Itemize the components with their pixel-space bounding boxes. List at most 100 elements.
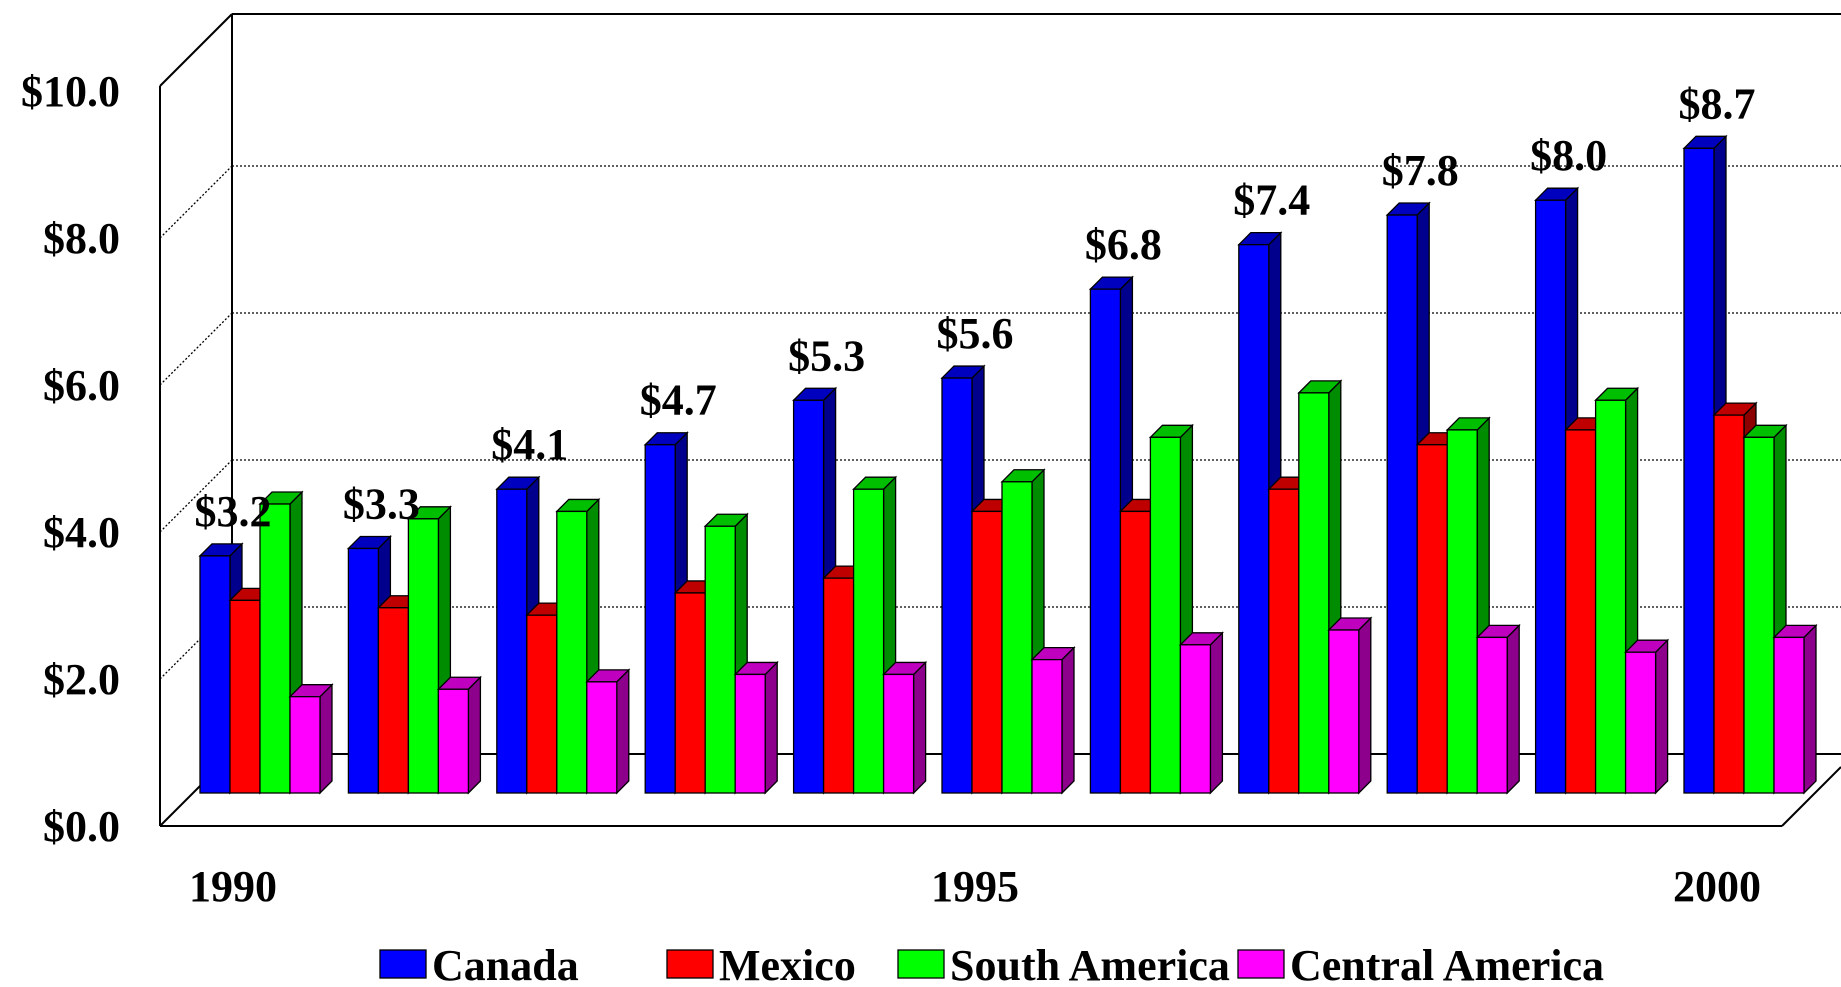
data-labels: $3.2 $3.3 $4.1 $4.7 $5.3 $5.6 $6.8 $7.4 $7.8 $8.0… bbox=[195, 79, 1756, 536]
bar bbox=[1030, 646, 1076, 795]
legend-swatch bbox=[1237, 949, 1285, 979]
data-label: $5.6 bbox=[937, 309, 1014, 358]
legend-item: Canada bbox=[379, 941, 579, 987]
bar-front bbox=[526, 614, 558, 794]
data-label: $8.7 bbox=[1679, 79, 1756, 128]
bar bbox=[733, 660, 779, 795]
y-tick-label: $4.0 bbox=[43, 508, 120, 557]
bar-side bbox=[616, 668, 630, 795]
bar-front bbox=[377, 607, 410, 794]
legend-swatch bbox=[666, 949, 714, 979]
bar bbox=[703, 512, 749, 795]
bar bbox=[1000, 468, 1046, 795]
bar-front bbox=[1713, 414, 1745, 794]
bar-front bbox=[1773, 636, 1805, 794]
bar-side bbox=[1803, 623, 1817, 795]
bar-front bbox=[1446, 429, 1478, 794]
legend-item: Mexico bbox=[666, 941, 856, 987]
bar bbox=[882, 660, 928, 795]
bar-front bbox=[1683, 147, 1715, 794]
legend-item: Central America bbox=[1237, 941, 1604, 987]
bar-front bbox=[1001, 481, 1033, 794]
bar-side bbox=[1209, 631, 1224, 795]
bar-front bbox=[1238, 244, 1270, 794]
bar-front bbox=[941, 377, 973, 794]
bar-front bbox=[437, 688, 470, 794]
bar-front bbox=[1476, 636, 1508, 794]
y-tick-label: $8.0 bbox=[43, 214, 120, 263]
bar-side bbox=[912, 660, 927, 795]
y-tick-label: $10.0 bbox=[21, 67, 120, 116]
data-label: $5.3 bbox=[788, 331, 865, 380]
bar-front bbox=[674, 592, 706, 794]
bar-front bbox=[586, 681, 618, 794]
legend-label: Mexico bbox=[719, 941, 856, 987]
bar-front bbox=[882, 673, 915, 794]
bar-front bbox=[792, 399, 825, 794]
bar-front bbox=[971, 510, 1003, 794]
bar-front bbox=[1089, 288, 1122, 794]
bars bbox=[198, 134, 1818, 795]
y-tick-label: $2.0 bbox=[43, 655, 120, 704]
data-label: $7.8 bbox=[1382, 146, 1459, 195]
bar bbox=[1178, 631, 1224, 795]
data-label: $3.3 bbox=[343, 479, 420, 528]
bar-side bbox=[1654, 638, 1669, 795]
data-label: $4.1 bbox=[491, 420, 568, 469]
data-label: $4.7 bbox=[640, 376, 717, 425]
bar-front bbox=[644, 444, 676, 794]
gridline-side bbox=[159, 165, 233, 239]
bar-front bbox=[1564, 429, 1597, 794]
bar-side bbox=[1506, 623, 1520, 795]
bar-side bbox=[764, 660, 778, 795]
bar-front bbox=[556, 510, 588, 794]
legend-label: Central America bbox=[1290, 941, 1604, 987]
bar-front bbox=[1386, 214, 1418, 794]
bar bbox=[555, 497, 601, 795]
bar bbox=[288, 683, 334, 795]
bar bbox=[406, 505, 452, 795]
bar-front bbox=[229, 599, 261, 794]
data-label: $7.4 bbox=[1233, 176, 1310, 225]
bar bbox=[436, 675, 482, 795]
bar-front bbox=[407, 518, 440, 794]
bar bbox=[1772, 623, 1818, 795]
x-tick-label: 1995 bbox=[931, 862, 1019, 911]
bar-side bbox=[1358, 616, 1372, 795]
legend-label: South America bbox=[950, 941, 1230, 987]
bar-front bbox=[852, 488, 885, 794]
data-label: $6.8 bbox=[1085, 220, 1162, 269]
x-axis: 1990 1995 2000 bbox=[189, 862, 1761, 911]
x-tick-label: 2000 bbox=[1673, 862, 1761, 911]
bar-front bbox=[1534, 199, 1567, 794]
legend-swatch bbox=[379, 949, 427, 979]
bar-front bbox=[1416, 444, 1448, 794]
x-tick-label: 1990 bbox=[189, 862, 277, 911]
bar bbox=[1475, 623, 1521, 795]
bar-front bbox=[1119, 510, 1152, 794]
legend-item: South America bbox=[897, 941, 1230, 987]
bar bbox=[585, 668, 631, 795]
bar bbox=[258, 490, 304, 795]
y-tick-label: $0.0 bbox=[43, 802, 120, 851]
bar-front bbox=[734, 673, 766, 794]
bar-front bbox=[199, 555, 231, 794]
bar-front bbox=[1031, 658, 1063, 794]
legend-label: Canada bbox=[432, 941, 579, 987]
bar bbox=[1624, 638, 1670, 795]
bar-front bbox=[704, 525, 736, 794]
bar-side bbox=[1061, 646, 1075, 795]
bar-front bbox=[1179, 644, 1212, 794]
bar-front bbox=[1149, 436, 1182, 794]
bar-side bbox=[319, 683, 333, 795]
bar-front bbox=[822, 577, 855, 794]
bar-front bbox=[1743, 436, 1775, 794]
legend: Canada Mexico South America Central America bbox=[379, 941, 1604, 987]
bar-front bbox=[1298, 392, 1330, 794]
gridline-side bbox=[159, 459, 233, 533]
bar-front bbox=[347, 547, 380, 794]
y-tick-label: $6.0 bbox=[43, 361, 120, 410]
bar-front bbox=[1594, 399, 1627, 794]
gridline-side bbox=[159, 312, 233, 386]
